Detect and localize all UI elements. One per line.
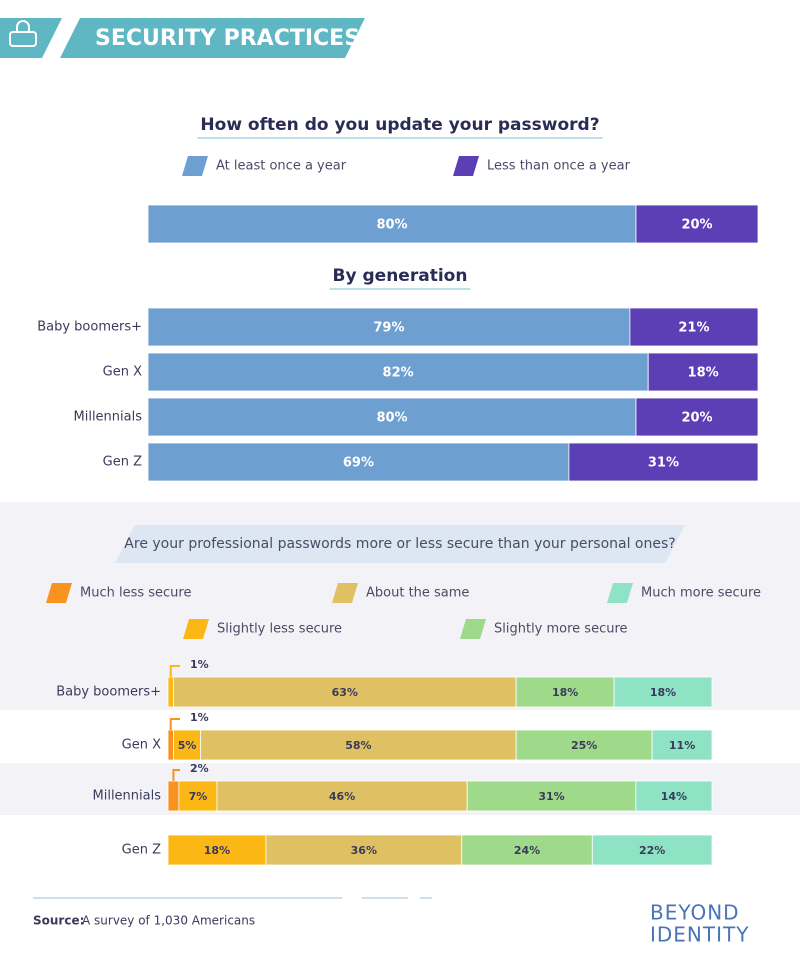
bar-segment <box>515 676 615 708</box>
value-label: 21% <box>678 321 709 336</box>
value-label: 20% <box>681 411 712 426</box>
lock-icon <box>9 31 37 47</box>
lock-icon <box>16 20 30 32</box>
legend-swatch <box>46 583 72 603</box>
value-label: 20% <box>681 218 712 233</box>
bar-segment <box>568 442 759 482</box>
category-label: Gen X <box>122 738 161 753</box>
bar-segment <box>466 780 637 812</box>
bar-segment <box>591 834 713 866</box>
bar-segment <box>216 780 468 812</box>
bar-segment <box>635 204 759 244</box>
value-label: 80% <box>376 411 407 426</box>
label-bracket <box>169 665 180 677</box>
legend-label: Slightly more secure <box>494 622 628 637</box>
bar-segment <box>200 729 517 761</box>
legend-label: Much more secure <box>641 586 761 601</box>
bar-segment <box>167 676 174 708</box>
value-label: 5% <box>178 739 197 752</box>
bar-segment <box>167 780 180 812</box>
header-band <box>60 18 365 58</box>
value-label: 79% <box>373 321 404 336</box>
legend-swatch <box>460 619 486 639</box>
bar-segment <box>147 442 570 482</box>
bar-segment <box>147 204 637 244</box>
question-banner <box>115 525 685 563</box>
legend-label: Much less secure <box>80 586 191 601</box>
bar-segment <box>651 729 713 761</box>
legend-label: At least once a year <box>216 159 347 174</box>
bar-segment <box>167 834 267 866</box>
bar-segment <box>173 729 202 761</box>
category-label: Gen Z <box>103 455 142 470</box>
legend-swatch <box>607 583 633 603</box>
chart-title: How often do you update your password? <box>200 115 599 135</box>
value-label: 18% <box>650 686 676 699</box>
value-label: 46% <box>329 790 355 803</box>
legend-label: About the same <box>366 586 469 601</box>
bar-segment <box>461 834 593 866</box>
category-label: Millennials <box>74 410 143 425</box>
label-bracket <box>172 769 180 781</box>
value-label: 18% <box>688 366 719 381</box>
value-label: 63% <box>332 686 358 699</box>
value-label: 58% <box>345 739 371 752</box>
category-label: Gen Z <box>122 843 161 858</box>
value-label: 1% <box>190 711 209 724</box>
value-label: 1% <box>190 658 209 671</box>
chart-title: Are your professional passwords more or … <box>124 536 675 552</box>
logo: IDENTITY <box>650 923 749 947</box>
value-label: 14% <box>661 790 687 803</box>
value-label: 2% <box>190 762 209 775</box>
value-label: 80% <box>376 218 407 233</box>
bar-segment <box>147 397 637 437</box>
value-label: 31% <box>538 790 564 803</box>
header-title: SECURITY PRACTICES <box>95 26 360 51</box>
chart-title: By generation <box>333 266 468 286</box>
category-label: Gen X <box>103 365 142 380</box>
logo: BEYOND <box>650 901 740 925</box>
source-text: A survey of 1,030 Americans <box>82 914 255 928</box>
category-label: Baby boomers+ <box>37 320 142 335</box>
legend-swatch <box>453 156 479 176</box>
source-label: Source: <box>33 914 84 928</box>
value-label: 31% <box>648 456 679 471</box>
value-label: 22% <box>639 844 665 857</box>
value-label: 11% <box>669 739 695 752</box>
legend-label: Less than once a year <box>487 159 631 174</box>
bar-segment <box>147 352 649 392</box>
legend-swatch <box>332 583 358 603</box>
bar-segment <box>647 352 759 392</box>
category-label: Millennials <box>93 789 162 804</box>
bar-segment <box>635 780 713 812</box>
header-icon-band <box>0 18 62 58</box>
label-bracket <box>169 718 180 730</box>
bar-segment <box>635 397 759 437</box>
legend-swatch <box>182 156 208 176</box>
category-label: Baby boomers+ <box>56 685 161 700</box>
value-label: 69% <box>343 456 374 471</box>
bar-segment <box>167 729 174 761</box>
value-label: 82% <box>383 366 414 381</box>
bar-segment <box>173 676 517 708</box>
bar-segment <box>629 307 759 347</box>
value-label: 25% <box>571 739 597 752</box>
bar-segment <box>515 729 653 761</box>
bar-segment <box>178 780 218 812</box>
value-label: 7% <box>189 790 208 803</box>
value-label: 18% <box>204 844 230 857</box>
legend-swatch <box>183 619 209 639</box>
legend-label: Slightly less secure <box>217 622 342 637</box>
value-label: 36% <box>351 844 377 857</box>
value-label: 18% <box>552 686 578 699</box>
bar-segment <box>613 676 713 708</box>
value-label: 24% <box>514 844 540 857</box>
